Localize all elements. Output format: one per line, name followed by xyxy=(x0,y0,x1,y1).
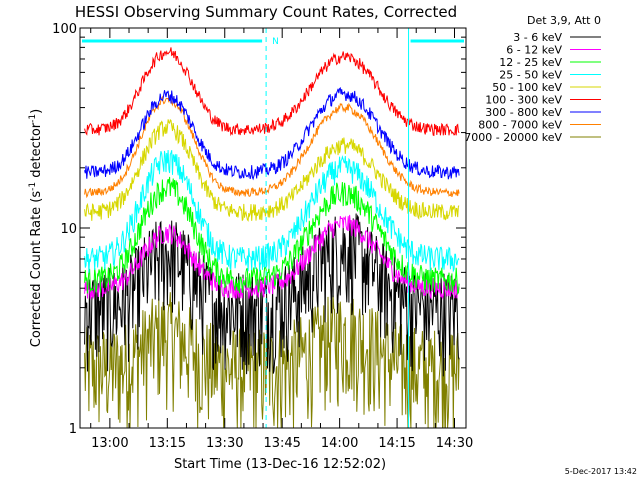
x-tick-label: 13:15 xyxy=(149,436,186,451)
annotation-n: N xyxy=(272,37,279,47)
y-axis-label-part3: ) xyxy=(29,109,44,114)
x-tick-label: 14:30 xyxy=(436,436,473,451)
x-tick-label: 14:15 xyxy=(378,436,415,451)
x-tick-label: 13:30 xyxy=(206,436,243,451)
x-axis-label: Start Time (13-Dec-16 12:52:02) xyxy=(174,457,386,472)
y-tick-label: 10 xyxy=(60,222,77,237)
x-tick-label: 14:00 xyxy=(321,436,358,451)
legend-label-7: 800 - 7000 keV xyxy=(478,119,562,132)
y-axis-label-sup2: -1 xyxy=(28,114,38,123)
plot-area: N xyxy=(79,28,467,429)
y-axis-label: Corrected Count Rate (s-1 detector-1) xyxy=(28,109,44,347)
legend-label-0: 3 - 6 keV xyxy=(513,31,562,44)
series-line-7 xyxy=(84,94,460,199)
legend-label-8: 7000 - 20000 keV xyxy=(464,131,562,144)
legend-label-2: 12 - 25 keV xyxy=(499,56,562,69)
legend-label-3: 25 - 50 keV xyxy=(499,69,562,82)
chart-title: HESSI Observing Summary Count Rates, Cor… xyxy=(75,3,457,21)
x-tick-label: 13:00 xyxy=(91,436,128,451)
y-axis-label-sup1: -1 xyxy=(28,182,38,191)
legend-label-6: 300 - 800 keV xyxy=(485,106,562,119)
series-line-5 xyxy=(84,47,460,137)
series-line-3 xyxy=(84,149,460,273)
series-line-1 xyxy=(84,214,460,300)
y-axis-label-part2: detector xyxy=(29,122,44,182)
y-axis-label-part1: Corrected Count Rate (s xyxy=(29,191,44,348)
legend-header: Det 3,9, Att 0 xyxy=(527,14,601,27)
axes: 1 10 100 13:00 13:15 13:30 13:45 14:00 14:15 14:3… xyxy=(52,22,473,451)
y-tick-label: 100 xyxy=(52,22,77,37)
legend-label-1: 6 - 12 keV xyxy=(506,44,562,57)
legend-label-4: 50 - 100 keV xyxy=(492,81,562,94)
series-line-6 xyxy=(84,87,460,181)
y-tick-label: 1 xyxy=(69,422,77,437)
footer-timestamp: 5-Dec-2017 13:42 xyxy=(565,467,637,476)
series-line-0 xyxy=(84,213,460,377)
series-line-2 xyxy=(84,176,460,296)
series-line-8 xyxy=(84,292,460,429)
x-tick-label: 13:45 xyxy=(263,436,300,451)
legend-label-5: 100 - 300 keV xyxy=(485,94,562,107)
series-line-4 xyxy=(84,118,460,222)
